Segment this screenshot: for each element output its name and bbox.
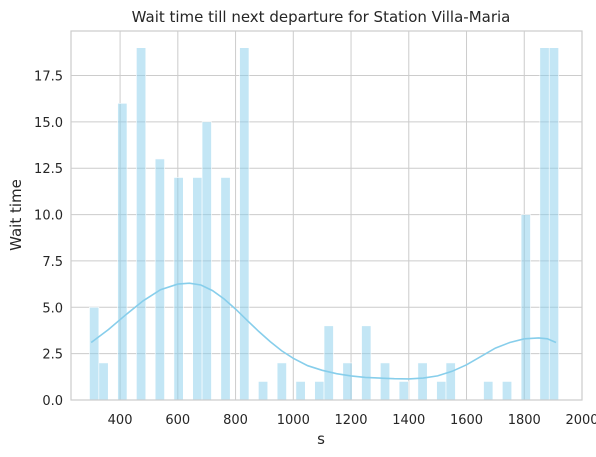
histogram-bar	[445, 362, 456, 401]
y-tick-label: 2.5	[42, 348, 63, 363]
histogram-bar	[192, 177, 203, 401]
histogram-bar	[548, 47, 559, 401]
x-axis-ticks: 400 600 800 1000 1200 1400 1600 1800 2000	[108, 413, 596, 428]
y-tick-label: 7.5	[42, 255, 63, 270]
x-tick-label: 800	[223, 413, 248, 428]
histogram-bar	[539, 47, 550, 401]
histogram-bar	[239, 47, 250, 401]
histogram-bar	[520, 214, 531, 401]
x-tick-label: 1800	[508, 413, 541, 428]
y-tick-label: 12.5	[34, 162, 63, 177]
histogram-bar	[258, 381, 269, 401]
histogram-bar	[361, 325, 372, 401]
histogram-bar	[314, 381, 325, 401]
histogram-bar	[380, 362, 391, 401]
histogram-bar	[98, 362, 109, 401]
histogram-bar	[295, 381, 306, 401]
y-tick-label: 10.0	[34, 209, 63, 224]
histogram-bar	[323, 325, 334, 401]
histogram-bar	[417, 362, 428, 401]
y-tick-label: 5.0	[42, 301, 63, 316]
histogram-bars	[89, 47, 559, 401]
histogram-bar	[398, 381, 409, 401]
x-axis-title: s	[317, 430, 325, 448]
histogram-bar	[117, 103, 128, 401]
histogram-bar	[136, 47, 147, 401]
x-tick-label: 400	[108, 413, 133, 428]
histogram-bar	[89, 306, 100, 401]
histogram-bar	[154, 158, 165, 401]
x-tick-label: 1000	[277, 413, 310, 428]
chart-title: Wait time till next departure for Statio…	[132, 8, 511, 26]
x-tick-label: 1400	[392, 413, 425, 428]
y-tick-label: 17.5	[34, 70, 63, 85]
x-tick-label: 2000	[565, 413, 596, 428]
y-tick-label: 0.0	[42, 394, 63, 409]
histogram-bar	[483, 381, 494, 401]
kde-curve	[90, 282, 557, 380]
x-tick-label: 1200	[334, 413, 367, 428]
histogram-bar	[220, 177, 231, 401]
y-tick-label: 15.0	[34, 116, 63, 131]
y-axis-ticks: 0.0 2.5 5.0 7.5 10.0 12.5 15.0 17.5	[34, 70, 63, 409]
histogram-bar	[173, 177, 184, 401]
y-axis-title: Wait time	[7, 179, 25, 251]
histogram-bar	[342, 362, 353, 401]
x-tick-label: 600	[165, 413, 190, 428]
histogram-bar	[201, 121, 212, 401]
plot-frame	[70, 30, 583, 401]
histogram-bar	[276, 362, 287, 401]
histogram-bar	[436, 381, 447, 401]
x-tick-label: 1600	[450, 413, 483, 428]
histogram-bar	[502, 381, 513, 401]
